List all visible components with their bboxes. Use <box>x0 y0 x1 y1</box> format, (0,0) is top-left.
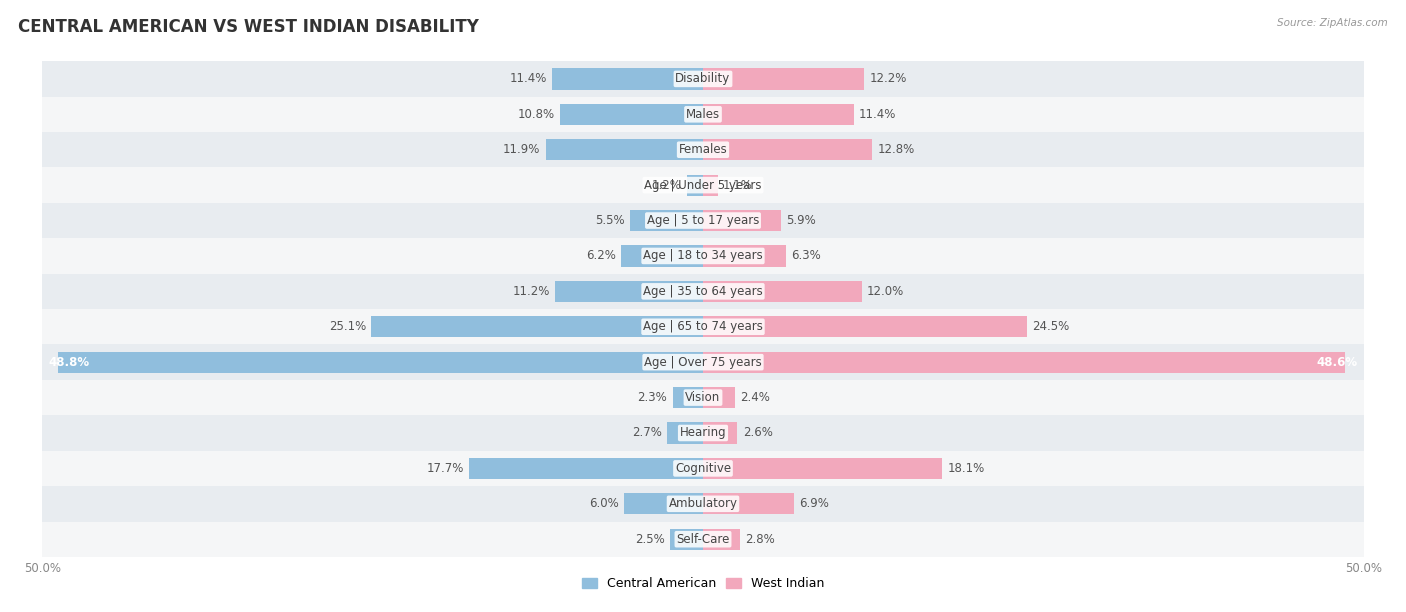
Bar <box>470 458 703 479</box>
Bar <box>42 61 1364 97</box>
Bar <box>371 316 703 337</box>
Text: Hearing: Hearing <box>679 427 727 439</box>
Bar <box>42 450 1364 486</box>
Text: 18.1%: 18.1% <box>948 462 984 475</box>
Bar <box>42 132 1364 168</box>
Text: Disability: Disability <box>675 72 731 86</box>
Text: Cognitive: Cognitive <box>675 462 731 475</box>
Bar <box>669 529 703 550</box>
Bar <box>703 316 1026 337</box>
Text: 2.3%: 2.3% <box>637 391 668 404</box>
Text: 1.1%: 1.1% <box>723 179 752 192</box>
Text: 25.1%: 25.1% <box>329 320 366 334</box>
Bar <box>553 69 703 89</box>
Text: Females: Females <box>679 143 727 156</box>
Bar <box>42 380 1364 416</box>
Bar <box>688 174 703 196</box>
Bar <box>42 309 1364 345</box>
Text: 2.6%: 2.6% <box>742 427 772 439</box>
Text: Age | 5 to 17 years: Age | 5 to 17 years <box>647 214 759 227</box>
Bar <box>672 387 703 408</box>
Text: 5.9%: 5.9% <box>786 214 815 227</box>
Text: 10.8%: 10.8% <box>517 108 555 121</box>
Bar <box>703 210 780 231</box>
Bar <box>42 238 1364 274</box>
Bar <box>621 245 703 267</box>
Text: Self-Care: Self-Care <box>676 532 730 546</box>
Text: Ambulatory: Ambulatory <box>668 498 738 510</box>
Bar <box>703 387 735 408</box>
Text: CENTRAL AMERICAN VS WEST INDIAN DISABILITY: CENTRAL AMERICAN VS WEST INDIAN DISABILI… <box>18 18 479 36</box>
Bar <box>703 69 865 89</box>
Text: Age | Under 5 years: Age | Under 5 years <box>644 179 762 192</box>
Text: 2.7%: 2.7% <box>633 427 662 439</box>
Text: 6.2%: 6.2% <box>586 250 616 263</box>
Bar <box>624 493 703 515</box>
Bar <box>555 281 703 302</box>
Bar <box>703 422 737 444</box>
Bar <box>58 351 703 373</box>
Bar <box>703 245 786 267</box>
Text: 48.6%: 48.6% <box>1316 356 1357 368</box>
Text: 1.2%: 1.2% <box>652 179 682 192</box>
Text: 2.4%: 2.4% <box>740 391 770 404</box>
Bar <box>703 174 717 196</box>
Text: 17.7%: 17.7% <box>426 462 464 475</box>
Bar <box>546 139 703 160</box>
Text: 12.2%: 12.2% <box>869 72 907 86</box>
Bar <box>668 422 703 444</box>
Text: 11.4%: 11.4% <box>509 72 547 86</box>
Text: Age | Over 75 years: Age | Over 75 years <box>644 356 762 368</box>
Text: 12.8%: 12.8% <box>877 143 915 156</box>
Legend: Central American, West Indian: Central American, West Indian <box>576 572 830 595</box>
Bar <box>42 345 1364 380</box>
Text: Age | 35 to 64 years: Age | 35 to 64 years <box>643 285 763 298</box>
Bar <box>703 139 872 160</box>
Bar <box>703 529 740 550</box>
Bar <box>42 521 1364 557</box>
Bar <box>703 281 862 302</box>
Text: Age | 18 to 34 years: Age | 18 to 34 years <box>643 250 763 263</box>
Text: 11.9%: 11.9% <box>503 143 540 156</box>
Text: 11.4%: 11.4% <box>859 108 897 121</box>
Text: 48.8%: 48.8% <box>49 356 90 368</box>
Bar <box>42 168 1364 203</box>
Text: 24.5%: 24.5% <box>1032 320 1070 334</box>
Bar <box>703 103 853 125</box>
Text: 6.0%: 6.0% <box>589 498 619 510</box>
Text: 6.9%: 6.9% <box>800 498 830 510</box>
Bar <box>630 210 703 231</box>
Text: Age | 65 to 74 years: Age | 65 to 74 years <box>643 320 763 334</box>
Text: 11.2%: 11.2% <box>512 285 550 298</box>
Text: 12.0%: 12.0% <box>868 285 904 298</box>
Text: 2.5%: 2.5% <box>636 532 665 546</box>
Bar <box>703 493 794 515</box>
Text: Source: ZipAtlas.com: Source: ZipAtlas.com <box>1277 18 1388 28</box>
Text: 2.8%: 2.8% <box>745 532 775 546</box>
Bar <box>42 97 1364 132</box>
Text: 5.5%: 5.5% <box>595 214 626 227</box>
Text: Males: Males <box>686 108 720 121</box>
Text: Vision: Vision <box>685 391 721 404</box>
Bar <box>703 458 942 479</box>
Bar <box>703 351 1346 373</box>
Bar <box>42 203 1364 238</box>
Text: 6.3%: 6.3% <box>792 250 821 263</box>
Bar <box>42 486 1364 521</box>
Bar <box>42 416 1364 450</box>
Bar <box>42 274 1364 309</box>
Bar <box>560 103 703 125</box>
